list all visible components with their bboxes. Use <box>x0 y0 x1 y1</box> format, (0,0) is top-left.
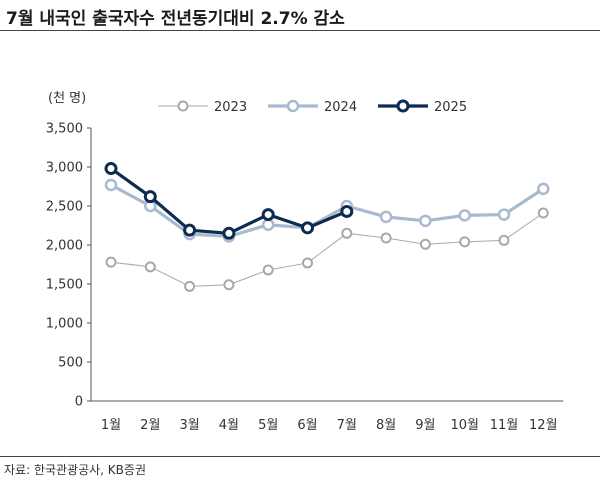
x-tick-label: 1월 <box>101 418 121 433</box>
data-point-2023 <box>537 207 549 219</box>
data-point-2024 <box>458 209 471 222</box>
plot-area <box>104 162 550 292</box>
y-tick-label: 500 <box>58 356 83 371</box>
data-point-2023 <box>380 232 392 244</box>
legend-swatch-marker <box>177 100 189 112</box>
legend-swatch-marker <box>286 99 300 113</box>
data-point-2023 <box>105 256 117 268</box>
data-point-2025 <box>340 204 354 218</box>
x-tick-label: 10월 <box>450 418 479 433</box>
data-point-2023 <box>144 261 156 273</box>
x-tick-label: 12월 <box>529 418 558 433</box>
data-point-2024 <box>497 208 511 221</box>
source-divider <box>0 456 600 457</box>
data-point-2025 <box>183 223 197 237</box>
data-point-2025 <box>143 190 157 204</box>
x-tick-label: 9월 <box>415 418 435 433</box>
y-axis: 0 500 1,000 1,500 2,000 2,500 3,000 3,500 <box>46 122 92 410</box>
x-tick-label: 8월 <box>376 418 396 433</box>
legend-item-2024: 2024 <box>268 99 357 115</box>
series-2025 <box>104 162 354 240</box>
x-axis: 1월 2월 3월 4월 5월 6월 7월 8월 9월 10월 11월 12월 <box>91 400 564 433</box>
data-point-2024 <box>419 214 432 228</box>
data-point-2024 <box>104 178 118 192</box>
x-tick-label: 4월 <box>219 418 239 433</box>
legend-item-2023: 2023 <box>158 100 247 115</box>
y-tick-label: 1,500 <box>46 278 83 293</box>
legend: 2023 2024 2025 <box>158 99 467 115</box>
data-point-2023 <box>262 264 274 276</box>
data-point-2025 <box>104 162 118 176</box>
source-note: 자료: 한국관광공사, KB증권 <box>4 463 146 477</box>
x-tick-label: 5월 <box>258 418 278 433</box>
series-2024 <box>104 178 550 243</box>
data-point-2023 <box>341 227 353 239</box>
y-tick-label: 1,000 <box>46 317 83 332</box>
data-point-2023 <box>184 280 196 292</box>
x-tick-label: 2월 <box>140 418 160 433</box>
title-divider <box>0 30 600 31</box>
legend-label: 2023 <box>214 100 247 115</box>
data-point-2025 <box>261 208 275 222</box>
y-tick-label: 3,000 <box>46 161 83 176</box>
data-point-2024 <box>261 218 275 231</box>
series-line-2023 <box>110 212 544 287</box>
data-point-2023 <box>498 234 510 246</box>
data-point-2023 <box>223 279 235 291</box>
series-line-2024 <box>110 183 545 239</box>
data-point-2024 <box>379 210 393 224</box>
legend-item-2025: 2025 <box>378 99 467 115</box>
data-point-2025 <box>301 221 314 235</box>
data-point-2023 <box>419 238 431 250</box>
chart-title: 7월 내국인 출국자수 전년동기대비 2.7% 감소 <box>6 9 345 29</box>
legend-swatch-marker <box>396 99 410 113</box>
y-tick-label: 2,500 <box>46 200 83 215</box>
x-tick-label: 11월 <box>490 418 519 433</box>
x-tick-label: 3월 <box>179 418 199 433</box>
data-point-2024 <box>537 182 550 196</box>
data-point-2025 <box>222 226 236 240</box>
legend-label: 2025 <box>434 100 467 115</box>
data-point-2023 <box>459 236 471 248</box>
legend-label: 2024 <box>324 100 357 115</box>
x-tick-label: 6월 <box>297 418 317 433</box>
series-2023 <box>105 207 549 292</box>
x-tick-label: 7월 <box>337 418 357 433</box>
y-tick-label: 3,500 <box>46 122 83 137</box>
y-tick-label: 2,000 <box>46 239 83 254</box>
y-unit-label: (천 명) <box>48 91 86 106</box>
data-point-2023 <box>302 257 313 269</box>
y-tick-label: 0 <box>75 395 83 410</box>
line-chart: (천 명) 2023 2024 2025 0 500 1,000 1,500 2,000 2,… <box>46 91 564 433</box>
